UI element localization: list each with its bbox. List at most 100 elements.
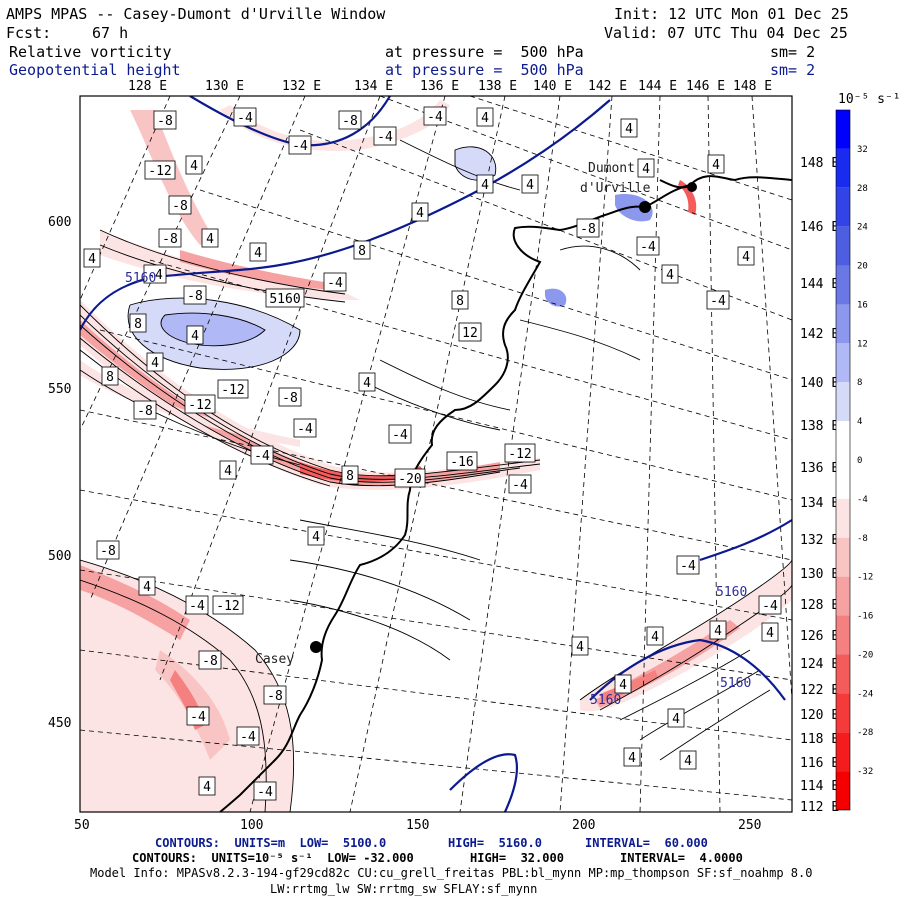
contour-label-box	[521, 174, 539, 194]
colorbar-frame	[835, 109, 851, 811]
right-longitude-labels: 148 E 146 E 144 E 142 E 140 E 138 E 136 …	[800, 156, 839, 815]
contour-label-text: 8	[358, 244, 366, 259]
footer-height-right: INTERVAL= 60.000	[585, 836, 708, 850]
contour-label-box	[623, 747, 641, 767]
colorbar-cell	[836, 148, 850, 188]
contour-label-box	[576, 218, 600, 238]
contour-label-text: 4	[742, 250, 750, 265]
height-label: 5160	[716, 585, 747, 600]
contour-label-box	[661, 264, 679, 284]
colorbar-label: -24	[857, 689, 873, 699]
contour-label-text: 4	[651, 630, 659, 645]
footer-model-info: Model Info: MPASv8.2.3-194-gf29cd82c CU:…	[90, 866, 813, 880]
coastline	[219, 175, 792, 812]
contour-label-box	[388, 424, 412, 444]
contour-label-box	[146, 352, 164, 372]
contour-label-box	[508, 474, 532, 494]
footer-height-mid: HIGH= 5160.0	[448, 836, 542, 850]
contour-label-text: 4	[666, 268, 674, 283]
contour-label-text: 4	[363, 376, 371, 391]
right-lon-label: 132 E	[800, 533, 839, 548]
contour-label-box	[614, 674, 632, 694]
right-lon-label: 140 E	[800, 376, 839, 391]
colorbar-label: 4	[857, 417, 862, 427]
place-label-durville: d'Urville	[580, 181, 651, 196]
right-lon-label: 146 E	[800, 220, 839, 235]
contour-label-text: 4	[254, 246, 262, 261]
contour-label-box	[144, 160, 176, 180]
footer-vort-right: INTERVAL= 4.0000	[620, 851, 743, 865]
colorbar-label: -28	[857, 728, 873, 738]
right-lon-label: 128 E	[800, 598, 839, 613]
contour-label-text: 4	[766, 626, 774, 641]
contour-label-box	[133, 400, 157, 420]
colorbar-label: -20	[857, 650, 873, 660]
contour-label-box	[288, 135, 312, 155]
forecast-hour: 67 h	[92, 24, 129, 42]
y-axis-labels: 600 550 500 450	[48, 215, 71, 731]
field2-name: Geopotential height	[9, 61, 181, 79]
contour-label-text: -4	[377, 130, 393, 145]
contour-label-text: 4	[481, 178, 489, 193]
station-markers	[310, 182, 697, 653]
valid-time: Valid: 07 UTC Thu 04 Dec 25	[604, 24, 848, 42]
field1-name: Relative vorticity	[9, 43, 172, 61]
top-lon-label: 128 E	[128, 79, 167, 94]
contour-label-text: -4	[392, 428, 408, 443]
negative-vorticity-max	[300, 462, 425, 483]
contour-label-box	[353, 240, 371, 260]
contour-label-text: 4	[224, 464, 232, 479]
contour-label-text: 4	[312, 530, 320, 545]
top-lon-label: 142 E	[588, 79, 627, 94]
place-label-dumont: Dumont	[588, 161, 635, 176]
contour-label-text: -8	[162, 232, 178, 247]
contour-label-text: -4	[292, 139, 308, 154]
contour-label-text: -8	[157, 114, 173, 129]
contour-label-box	[185, 595, 209, 615]
colorbar-cell	[836, 226, 850, 266]
contour-label-text: -4	[640, 240, 656, 255]
vorticity-contours	[80, 139, 792, 812]
x-tick-label: 50	[74, 818, 90, 833]
colorbar-label: 24	[857, 223, 868, 233]
right-lon-label: 116 E	[800, 756, 839, 771]
negative-vorticity-band	[580, 560, 792, 712]
contour-label-box	[307, 526, 325, 546]
top-lon-label: 132 E	[282, 79, 321, 94]
contour-label-text: 4	[151, 356, 159, 371]
colorbar-cell	[836, 537, 850, 577]
contour-label-text: -4	[240, 730, 256, 745]
contour-label-text: 4	[714, 624, 722, 639]
top-lon-label: 140 E	[533, 79, 572, 94]
contour-label-box	[709, 620, 727, 640]
contour-label-box	[451, 290, 469, 310]
footer-vort-mid: HIGH= 32.000	[470, 851, 564, 865]
colorbar-label: 16	[857, 300, 868, 310]
contour-label-text: -8	[267, 689, 283, 704]
contour-label-text: -4	[237, 111, 253, 126]
contour-label-box	[236, 726, 260, 746]
contour-labels: -8 -4 -8 -4 4-12 4-8-4-4-8 44-8-44-45160844881…	[83, 106, 782, 801]
contour-label-box	[620, 118, 638, 138]
colorbar: 10⁻⁵ s⁻¹ 32 28 24 20 16 12 8 4 0 -4 -8 -12 -16 -20 -24…	[835, 92, 900, 811]
colorbar-cell	[836, 654, 850, 694]
dumont-durville-dot	[639, 201, 651, 213]
contour-label-text: 8	[456, 294, 464, 309]
contour-label-text: -12	[508, 447, 531, 462]
contour-label-box	[504, 443, 536, 463]
contour-label-text: 4	[625, 122, 633, 137]
contour-label-box	[212, 595, 244, 615]
contour-label-box	[138, 576, 156, 596]
height-label: 5160	[125, 271, 156, 286]
contour-label-text: 4	[190, 159, 198, 174]
footer-vort-left: CONTOURS: UNITS=10⁻⁵ s⁻¹ LOW= -32.000	[132, 851, 414, 865]
y-tick-label: 550	[48, 382, 71, 397]
contour-label-text: -4	[762, 599, 778, 614]
contour-label-text: -4	[427, 110, 443, 125]
top-lon-label: 130 E	[205, 79, 244, 94]
contour-label-box	[101, 366, 119, 386]
contour-label-box	[183, 285, 207, 305]
contour-label-box	[153, 110, 177, 130]
contour-label-box	[201, 228, 219, 248]
colorbar-cell	[836, 265, 850, 305]
